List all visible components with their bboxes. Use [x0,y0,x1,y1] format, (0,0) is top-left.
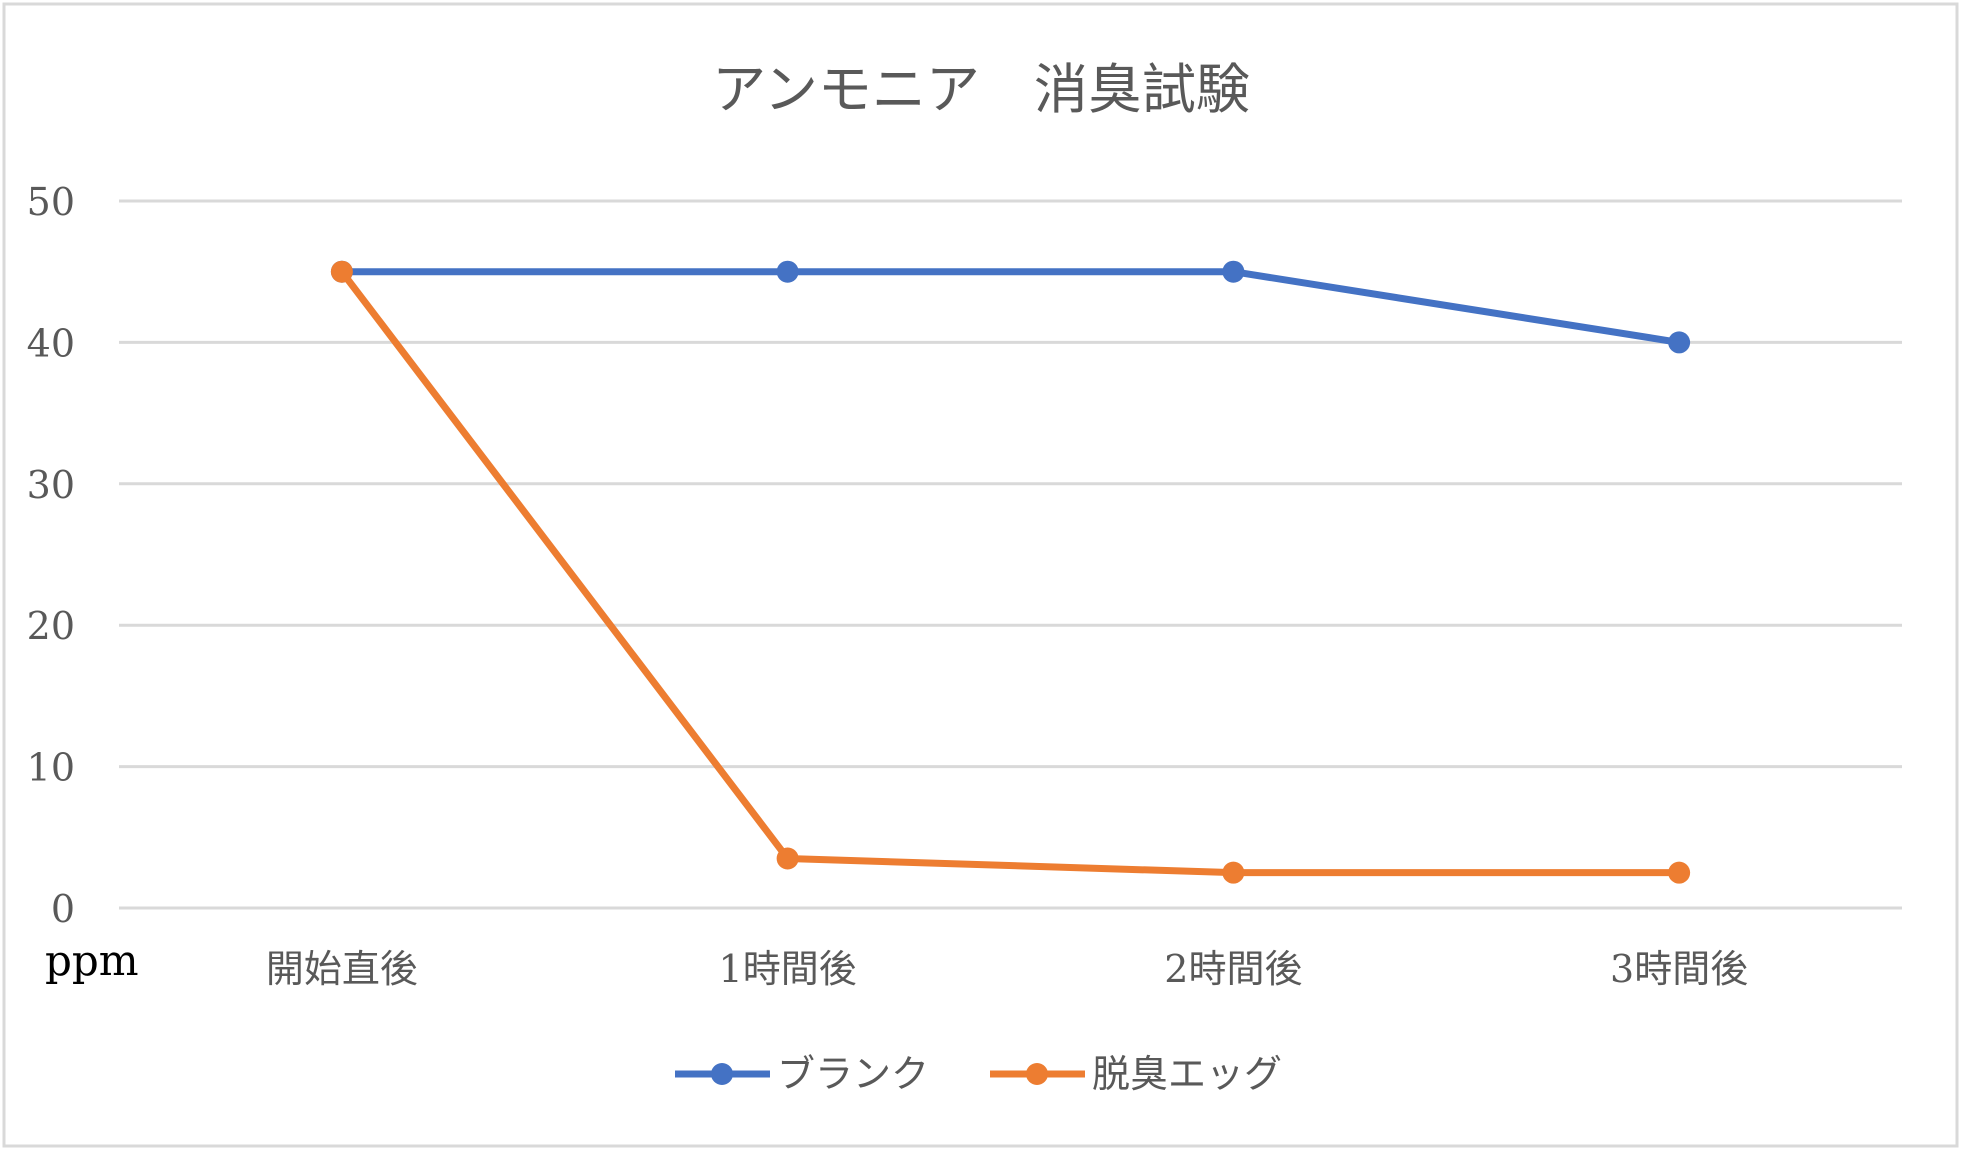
legend-item: ブランク [675,1052,929,1096]
y-tick-label: 20 [27,604,75,648]
data-point [1222,861,1245,884]
data-point [776,847,799,870]
chart-title: アンモニア 消臭試験 [712,58,1250,121]
series-line [341,268,1680,346]
series-line [339,269,1680,877]
series-1 [330,260,1691,884]
y-tick-label: 40 [27,321,75,365]
data-point [776,260,799,283]
data-point [1668,861,1691,884]
y-tick-label: 0 [51,887,75,931]
x-tick-label: 1時間後 [719,947,857,991]
legend-marker [711,1063,733,1085]
y-tick-label: 10 [27,746,75,790]
legend-item: 脱臭エッグ [990,1052,1282,1096]
x-tick-label: 2時間後 [1164,947,1302,991]
x-tick-label: 開始直後 [266,947,418,991]
legend-marker [1026,1063,1048,1085]
legend-label: ブランク [777,1052,929,1096]
y-tick-label: 30 [27,463,75,507]
y-tick-label: 50 [27,180,75,224]
x-tick-label: 3時間後 [1610,947,1748,991]
data-point [1668,331,1691,354]
data-point [330,260,353,283]
legend-label: 脱臭エッグ [1092,1052,1282,1096]
y-axis-label: ppm [45,936,139,985]
data-point [1222,260,1245,283]
